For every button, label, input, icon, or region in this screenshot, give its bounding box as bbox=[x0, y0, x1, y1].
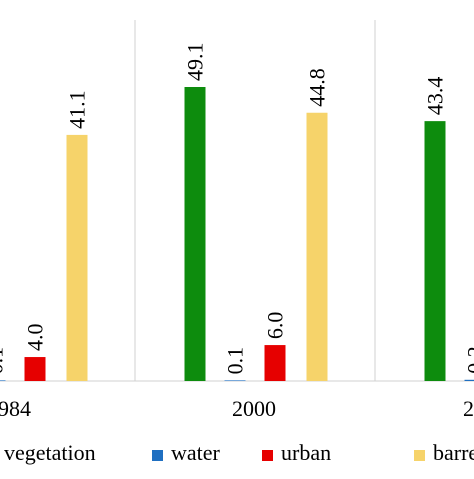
category-label: 984 bbox=[0, 396, 31, 421]
bar-barren bbox=[67, 135, 88, 381]
data-label: 49.1 bbox=[183, 43, 208, 82]
legend-swatch-urban bbox=[262, 450, 273, 461]
data-label: 44.8 bbox=[305, 68, 330, 107]
data-label: 41.1 bbox=[65, 90, 90, 129]
legend-label: urban bbox=[281, 440, 331, 465]
bar-water bbox=[0, 380, 6, 381]
legend-label: barre bbox=[433, 440, 474, 465]
bar-urban bbox=[25, 357, 46, 381]
data-label: 0.1 bbox=[0, 347, 8, 375]
bar-water bbox=[225, 380, 246, 381]
category-label: 2 bbox=[463, 396, 474, 421]
data-label: 43.4 bbox=[423, 77, 448, 116]
bar-urban bbox=[265, 345, 286, 381]
bar-vegetation bbox=[425, 121, 446, 381]
legend-label: water bbox=[171, 440, 221, 465]
bar-vegetation bbox=[185, 87, 206, 381]
category-label: 2000 bbox=[232, 396, 276, 421]
data-label: 0.2 bbox=[463, 346, 474, 374]
legend-label: vegetation bbox=[4, 440, 96, 465]
bar-water bbox=[465, 380, 474, 381]
legend-swatch-water bbox=[152, 450, 163, 461]
data-label: 0.1 bbox=[223, 347, 248, 375]
data-label: 4.0 bbox=[23, 324, 48, 352]
legend-swatch-barre bbox=[414, 450, 425, 461]
data-label: 6.0 bbox=[263, 312, 288, 340]
bar-barren bbox=[307, 113, 328, 381]
